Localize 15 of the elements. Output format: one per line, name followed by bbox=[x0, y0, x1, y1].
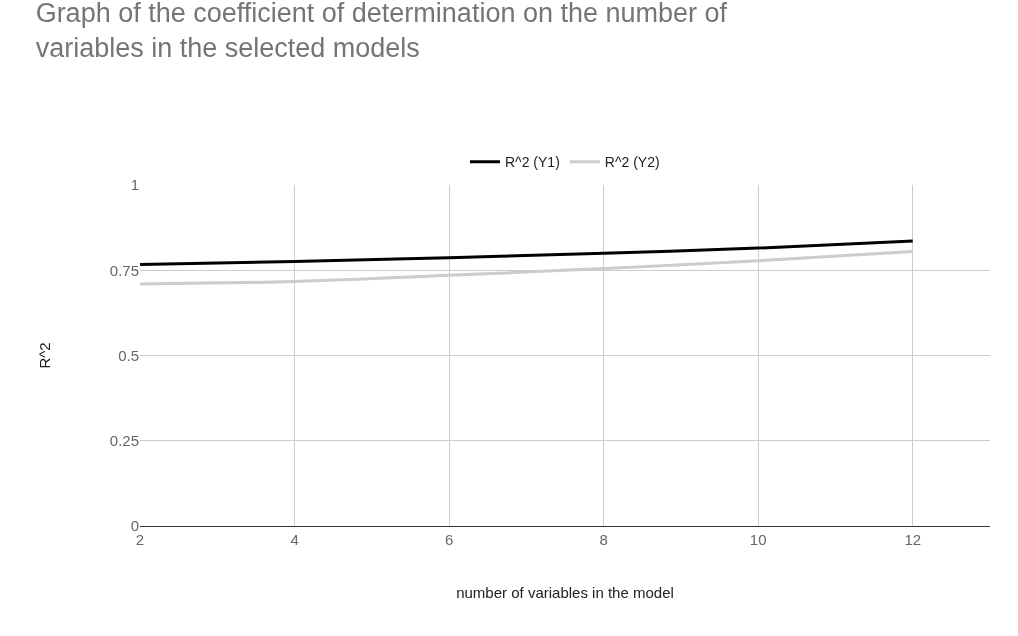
legend-label: R^2 (Y2) bbox=[604, 154, 660, 171]
y-tick-label: 0.25 bbox=[109, 432, 139, 449]
y-tick-label: 0.75 bbox=[109, 261, 139, 279]
y-tick-label: 0.5 bbox=[118, 346, 139, 364]
x-tick-label: 4 bbox=[290, 531, 299, 548]
x-tick-label: 8 bbox=[599, 531, 608, 548]
legend-label: R^2 (Y1) bbox=[505, 154, 560, 171]
line-series bbox=[140, 239, 915, 266]
x-axis-title: number of variables in the model bbox=[456, 584, 674, 601]
x-tick-label: 12 bbox=[904, 531, 922, 548]
chart-title: Graph of the coefficient of determination on the number of variables in the selected models bbox=[35, 0, 728, 64]
y-axis-title: R^2 bbox=[36, 342, 54, 369]
y-tick-label: 1 bbox=[130, 176, 139, 194]
x-tick-label: 6 bbox=[444, 531, 454, 548]
x-tick-label: 10 bbox=[749, 531, 767, 548]
